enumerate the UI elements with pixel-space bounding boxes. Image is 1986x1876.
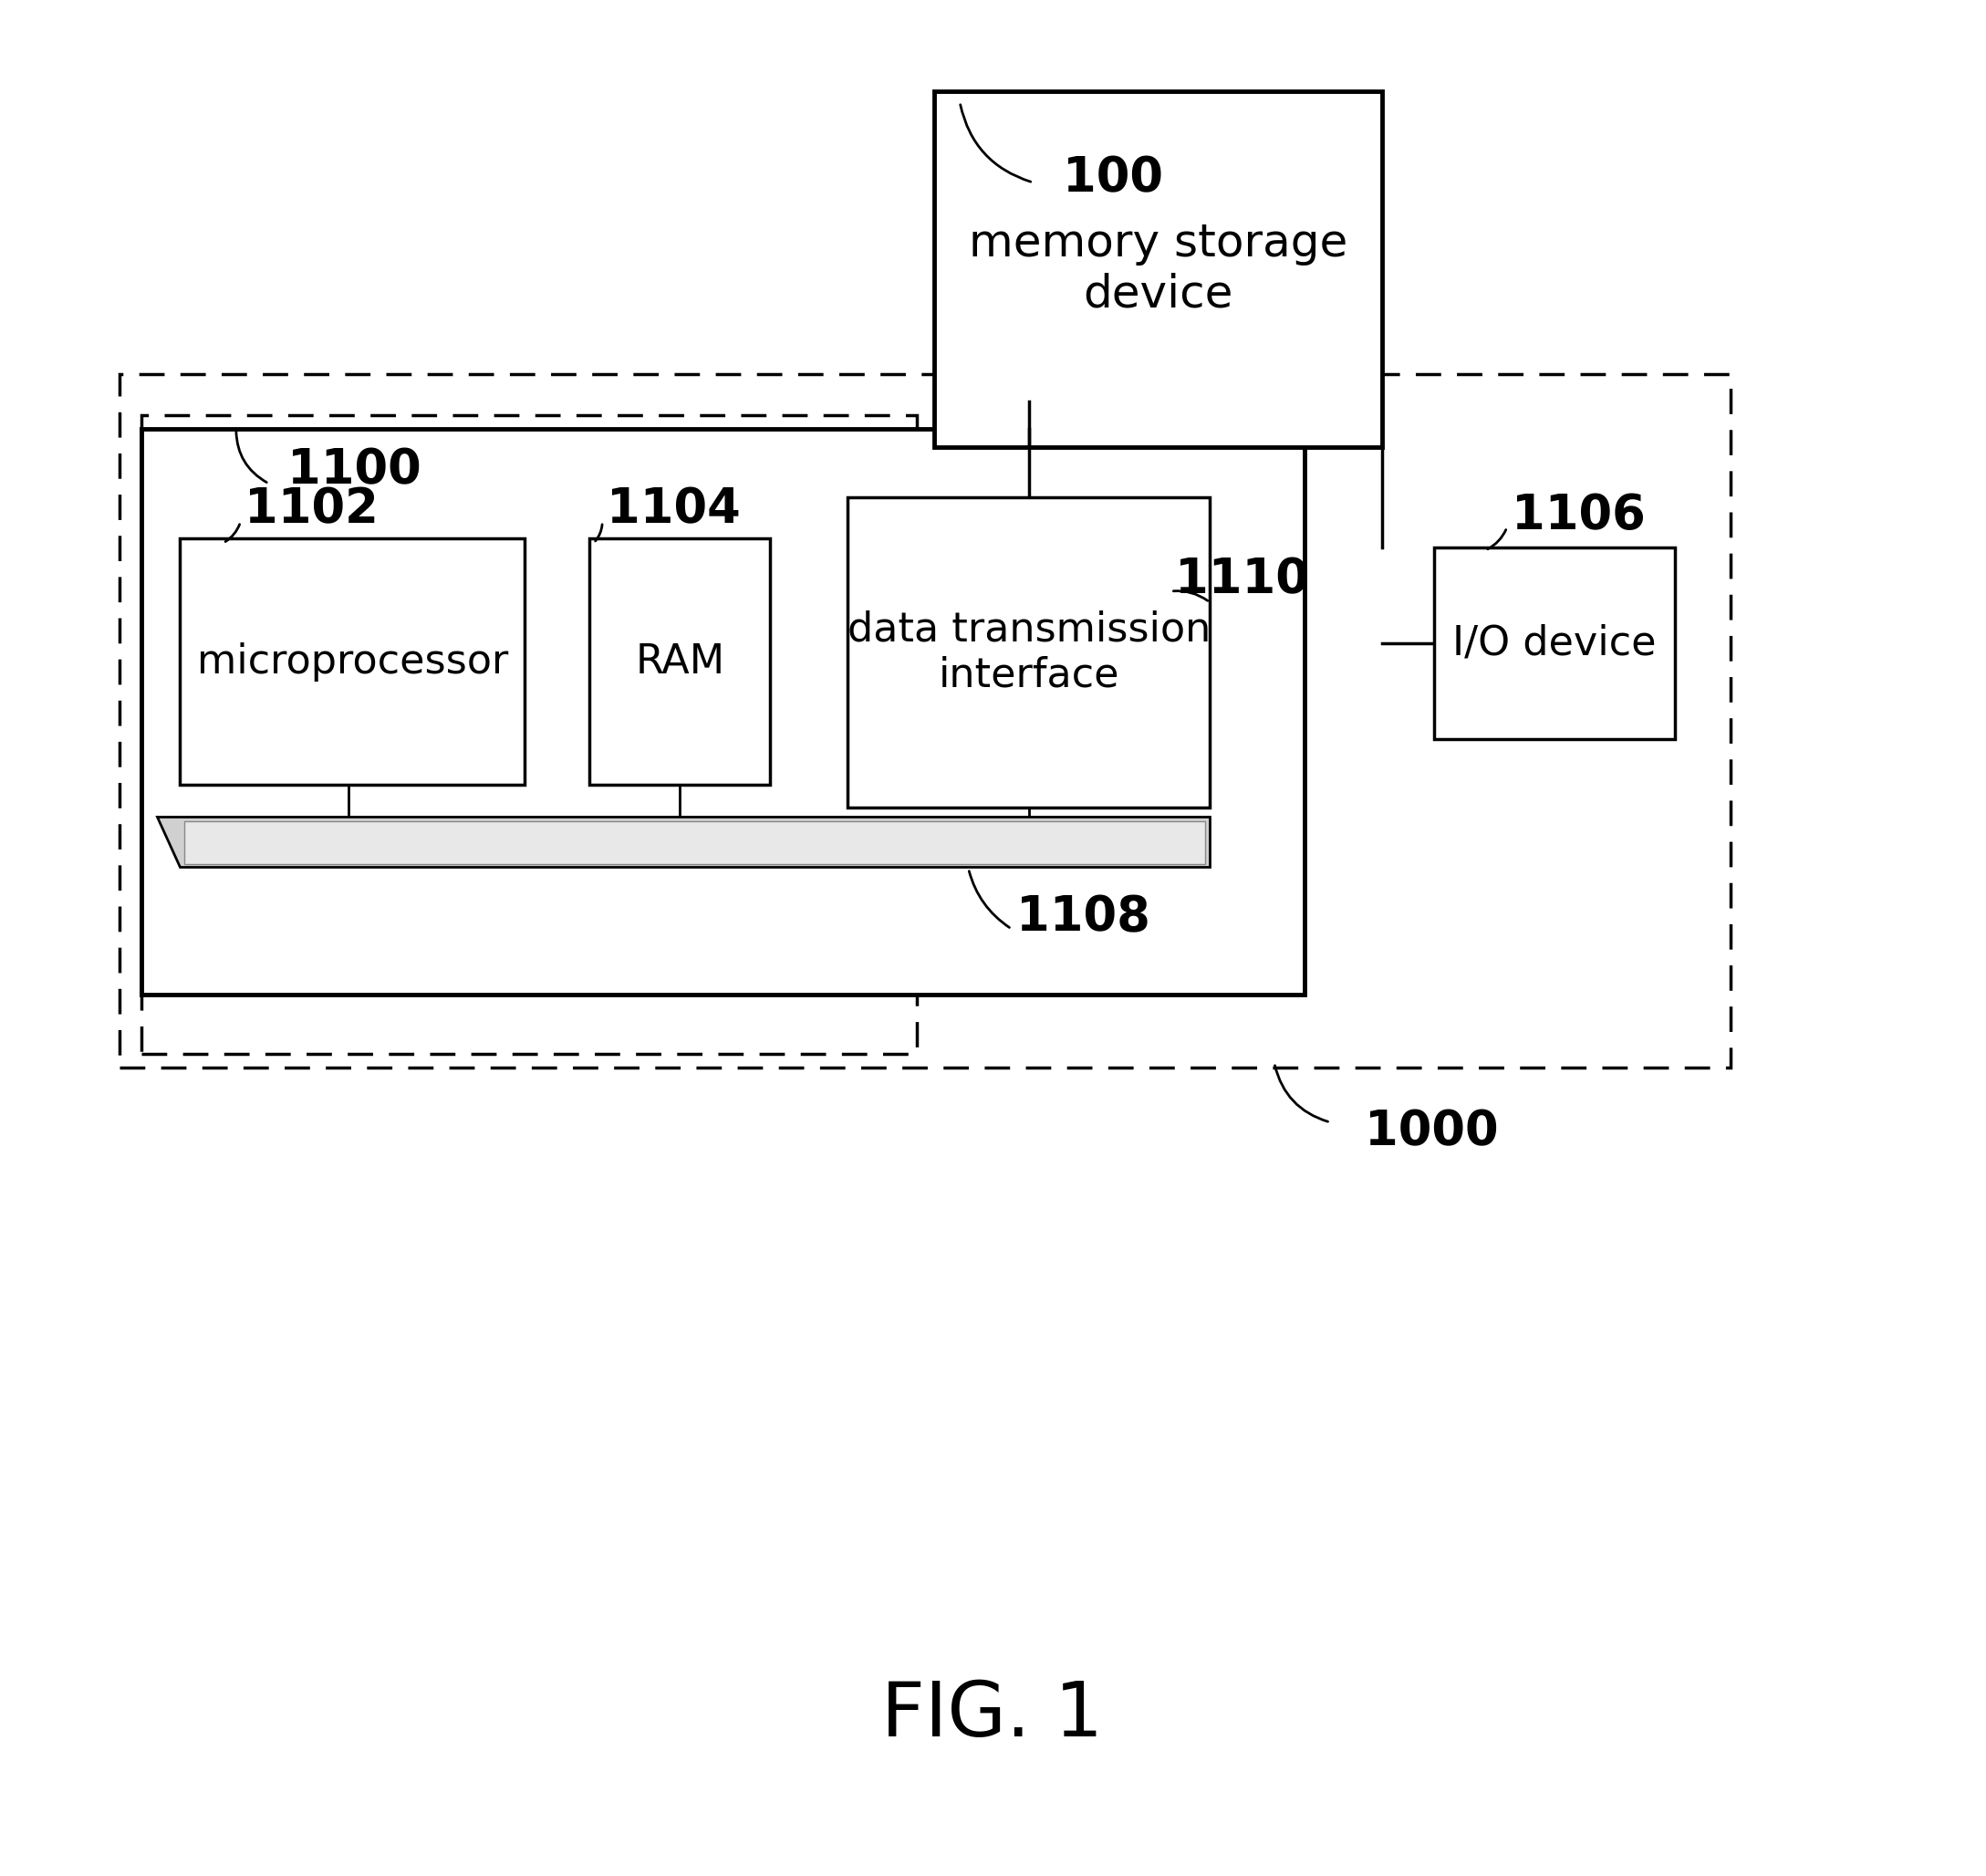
Bar — [590, 538, 771, 784]
Text: 1108: 1108 — [1015, 893, 1150, 940]
Bar — [185, 822, 1206, 865]
Text: 1104: 1104 — [606, 486, 741, 533]
Text: 1106: 1106 — [1511, 492, 1644, 538]
Bar — [141, 415, 918, 1054]
Bar — [933, 92, 1382, 446]
Bar — [848, 497, 1209, 807]
Text: FIG. 1: FIG. 1 — [882, 1679, 1104, 1752]
Text: 1100: 1100 — [288, 446, 421, 493]
Bar — [1434, 548, 1674, 739]
Text: data transmission
interface: data transmission interface — [848, 610, 1209, 694]
Text: I/O device: I/O device — [1452, 623, 1656, 662]
Text: 100: 100 — [1063, 154, 1164, 201]
Text: memory storage
device: memory storage device — [969, 221, 1347, 317]
Bar — [181, 538, 524, 784]
Bar — [119, 373, 1732, 1067]
Text: microprocessor: microprocessor — [197, 642, 508, 681]
Text: 1110: 1110 — [1176, 555, 1309, 602]
Bar — [141, 430, 1305, 994]
Text: 1000: 1000 — [1364, 1107, 1499, 1156]
Polygon shape — [157, 816, 1209, 867]
Text: 1102: 1102 — [244, 486, 379, 533]
Text: RAM: RAM — [636, 642, 725, 681]
